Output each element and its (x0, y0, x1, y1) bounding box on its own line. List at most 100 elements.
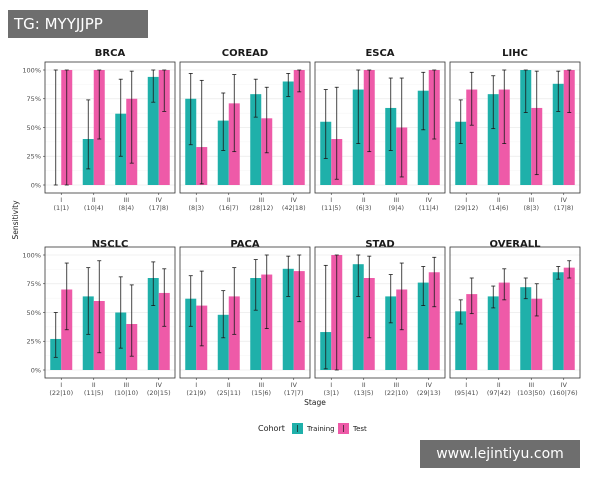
x-tick-label: I (330, 196, 332, 204)
y-tick-label: 75% (27, 95, 41, 103)
x-tick-label: II (362, 381, 366, 389)
panel-border (449, 246, 581, 379)
panel-border (314, 246, 446, 379)
bar-test (498, 282, 510, 370)
x-tick-label: IV (291, 196, 298, 204)
x-count-label: (22|10) (384, 389, 408, 397)
x-tick-label: IV (561, 196, 568, 204)
x-count-label: (17|7) (284, 389, 304, 397)
panel-title: PACA (230, 239, 259, 250)
x-tick-label: III (123, 381, 129, 389)
x-tick-label: II (227, 381, 231, 389)
bar-training (520, 287, 532, 370)
x-count-label: (1|1) (53, 204, 69, 212)
panel-brca: BRCA 0% 25% 50% 75% 100% I(1|1) II(10|4) III(8|4… (22, 48, 176, 212)
panel-border (44, 61, 176, 194)
x-tick-label: IV (561, 381, 568, 389)
bar-training (552, 272, 564, 370)
x-count-label: (21|9) (186, 389, 206, 397)
x-count-label: (97|42) (487, 389, 511, 397)
bar-training (250, 94, 262, 185)
panel-stad: STAD I(3|1) II(13|5) III(22|10) IV(29|13) (314, 239, 446, 397)
x-tick-label: III (258, 381, 264, 389)
x-tick-label: II (497, 196, 501, 204)
y-tick-label: 75% (27, 280, 41, 288)
x-count-label: (103|50) (517, 389, 545, 397)
panel-title: OVERALL (490, 239, 542, 250)
bar-test (466, 89, 478, 185)
bar-test (158, 292, 170, 370)
x-tick-label: I (60, 196, 62, 204)
x-tick-label: I (195, 196, 197, 204)
x-count-label: (10|10) (114, 389, 138, 397)
bar-training (487, 296, 499, 370)
bar-training (147, 278, 159, 370)
panel-title: LIHC (502, 48, 528, 59)
bar-training (185, 298, 197, 370)
bar-test (563, 267, 575, 370)
y-tick-label: 50% (27, 124, 41, 132)
y-tick-label: 0% (31, 366, 41, 374)
panel-title: ESCA (365, 48, 394, 59)
x-count-label: (28|12) (249, 204, 273, 212)
x-count-label: (3|1) (323, 389, 339, 397)
panel-border (179, 246, 311, 379)
x-tick-label: II (362, 196, 366, 204)
x-count-label: (8|3) (523, 204, 539, 212)
x-count-label: (22|10) (49, 389, 73, 397)
x-tick-label: II (92, 196, 96, 204)
x-tick-label: I (465, 381, 467, 389)
x-tick-label: I (195, 381, 197, 389)
bar-training (455, 311, 467, 370)
bar-training (552, 83, 564, 185)
x-tick-label: IV (426, 196, 433, 204)
y-tick-label: 25% (27, 153, 41, 161)
watermark-top-left: TG: MYYJJPP (8, 10, 148, 38)
x-count-label: (20|15) (147, 389, 171, 397)
x-tick-label: IV (291, 381, 298, 389)
bar-training (217, 120, 229, 185)
x-tick-label: IV (156, 196, 163, 204)
bar-training (352, 264, 364, 370)
bar-training (217, 314, 229, 370)
x-count-label: (29|12) (454, 204, 478, 212)
bar-training (385, 296, 397, 370)
y-tick-label: 100% (22, 66, 41, 74)
x-count-label: (8|4) (118, 204, 134, 212)
bar-test (428, 272, 440, 370)
y-axis-title: Sensitivity (11, 200, 20, 240)
x-count-label: (25|11) (217, 389, 241, 397)
bar-training (417, 282, 429, 370)
x-count-label: (8|3) (188, 204, 204, 212)
panel-coread: COREAD I(8|3) II(16|7) III(28|12) IV(42|18) (179, 48, 311, 212)
panel-lihc: LIHC I(29|12) II(14|6) III(8|3) IV(17|8) (449, 48, 581, 212)
x-tick-label: III (393, 381, 399, 389)
bar-test (563, 70, 575, 185)
panel-border (314, 61, 446, 194)
bar-test (466, 294, 478, 370)
x-tick-label: II (92, 381, 96, 389)
panel-title: STAD (365, 239, 394, 250)
x-tick-label: II (227, 196, 231, 204)
x-count-label: (14|6) (489, 204, 509, 212)
x-tick-label: III (528, 196, 534, 204)
panel-title: COREAD (222, 48, 268, 59)
bar-training (455, 121, 467, 185)
x-count-label: (11|5) (84, 389, 104, 397)
x-tick-label: IV (156, 381, 163, 389)
bar-training (487, 94, 499, 185)
y-tick-label: 50% (27, 309, 41, 317)
legend: Cohort Training Test (258, 423, 367, 434)
legend-label-training: Training (306, 425, 335, 433)
x-count-label: (42|18) (282, 204, 306, 212)
x-tick-label: III (123, 196, 129, 204)
bar-test (158, 70, 170, 185)
bar-training (282, 268, 294, 370)
x-count-label: (10|4) (84, 204, 104, 212)
y-tick-label: 0% (31, 181, 41, 189)
bar-training (417, 90, 429, 185)
x-tick-label: I (330, 381, 332, 389)
x-count-label: (160|76) (550, 389, 578, 397)
x-tick-label: III (393, 196, 399, 204)
